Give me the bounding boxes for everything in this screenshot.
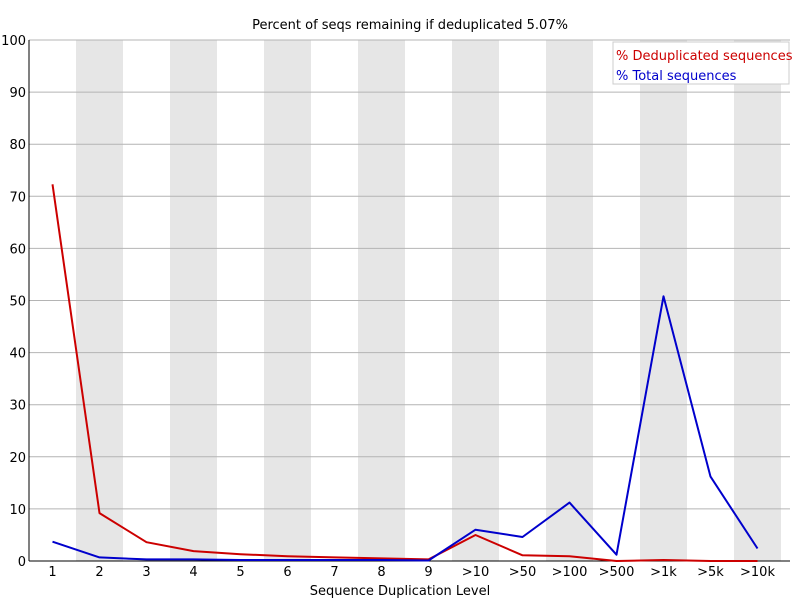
legend-entry-total: % Total sequences bbox=[616, 69, 737, 84]
y-tick-label: 10 bbox=[9, 503, 26, 518]
y-tick-label: 20 bbox=[9, 451, 26, 466]
x-tick-label: 3 bbox=[142, 565, 150, 580]
y-tick-label: 60 bbox=[9, 242, 26, 257]
y-tick-label: 30 bbox=[9, 399, 26, 414]
y-tick-label: 80 bbox=[9, 138, 26, 153]
y-tick-label: 50 bbox=[9, 295, 26, 310]
y-tick-label: 100 bbox=[1, 34, 26, 49]
x-tick-label: 1 bbox=[48, 565, 56, 580]
x-tick-label: >1k bbox=[650, 565, 677, 580]
y-tick-label: 0 bbox=[18, 555, 26, 570]
x-tick-labels: 1 2 3 4 5 6 7 8 9 >10 >50 >100 >500 >1k >5k >10k bbox=[48, 565, 775, 580]
x-tick-label: >5k bbox=[697, 565, 724, 580]
x-axis-label: Sequence Duplication Level bbox=[310, 584, 490, 599]
y-tick-label: 70 bbox=[9, 190, 26, 205]
x-tick-label: 4 bbox=[189, 565, 197, 580]
x-tick-label: >10k bbox=[740, 565, 775, 580]
y-tick-label: 40 bbox=[9, 347, 26, 362]
legend-entry-deduplicated: % Deduplicated sequences bbox=[616, 49, 793, 64]
series-line-deduplicated bbox=[51, 184, 758, 562]
x-tick-label: 9 bbox=[424, 565, 432, 580]
x-tick-label: 5 bbox=[236, 565, 244, 580]
y-tick-labels: 0 10 20 30 40 50 60 70 80 90 100 bbox=[1, 34, 26, 570]
y-tick-label: 90 bbox=[9, 86, 26, 101]
x-tick-label: 6 bbox=[283, 565, 291, 580]
series-line-total bbox=[52, 295, 759, 562]
x-tick-label: 8 bbox=[377, 565, 385, 580]
x-tick-label: >50 bbox=[509, 565, 536, 580]
legend-box bbox=[612, 41, 790, 85]
series-lines bbox=[51, 184, 759, 562]
chart-title: Percent of seqs remaining if deduplicate… bbox=[252, 18, 568, 33]
x-tick-label: 2 bbox=[95, 565, 103, 580]
x-tick-label: 7 bbox=[330, 565, 338, 580]
x-tick-label: >500 bbox=[599, 565, 635, 580]
x-tick-label: >100 bbox=[552, 565, 588, 580]
legend: % Deduplicated sequences % Total sequenc… bbox=[612, 41, 793, 85]
x-tick-label: >10 bbox=[462, 565, 489, 580]
